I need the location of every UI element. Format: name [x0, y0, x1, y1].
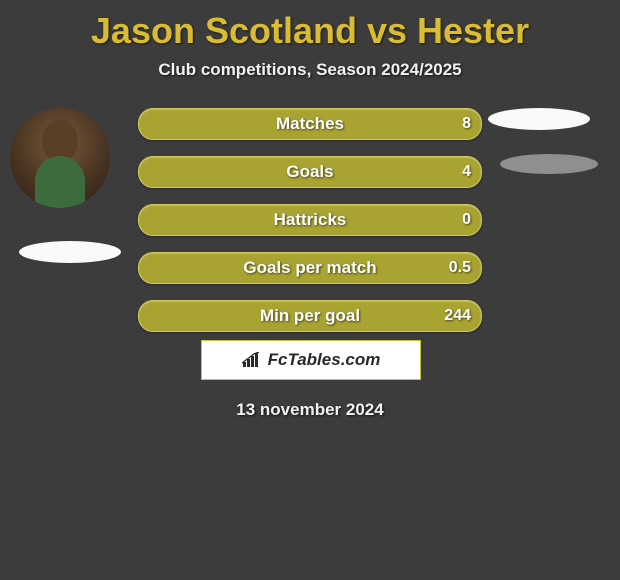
- page-title: Jason Scotland vs Hester: [0, 10, 620, 52]
- stat-label: Hattricks: [139, 205, 481, 235]
- subtitle: Club competitions, Season 2024/2025: [0, 60, 620, 80]
- player-right-shadow-2: [500, 154, 598, 174]
- stat-label: Min per goal: [139, 301, 481, 331]
- stat-label: Goals per match: [139, 253, 481, 283]
- stat-value: 0.5: [449, 253, 471, 283]
- stat-label: Matches: [139, 109, 481, 139]
- player-right-shadow-1: [488, 108, 590, 130]
- stat-bars: Matches 8 Goals 4 Hattricks 0 Goals per …: [138, 108, 482, 348]
- stat-value: 0: [462, 205, 471, 235]
- stat-bar-hattricks: Hattricks 0: [138, 204, 482, 236]
- stat-label: Goals: [139, 157, 481, 187]
- stat-value: 8: [462, 109, 471, 139]
- brand-text: FcTables.com: [268, 350, 381, 370]
- date-label: 13 november 2024: [0, 400, 620, 420]
- bar-chart-icon: [242, 352, 262, 368]
- player-left-shadow: [19, 241, 121, 263]
- stat-value: 4: [462, 157, 471, 187]
- stat-bar-goals: Goals 4: [138, 156, 482, 188]
- stat-bar-min-per-goal: Min per goal 244: [138, 300, 482, 332]
- player-left-avatar: [10, 108, 110, 208]
- stat-value: 244: [444, 301, 471, 331]
- stat-bar-matches: Matches 8: [138, 108, 482, 140]
- stat-bar-goals-per-match: Goals per match 0.5: [138, 252, 482, 284]
- brand-badge: FcTables.com: [201, 340, 421, 380]
